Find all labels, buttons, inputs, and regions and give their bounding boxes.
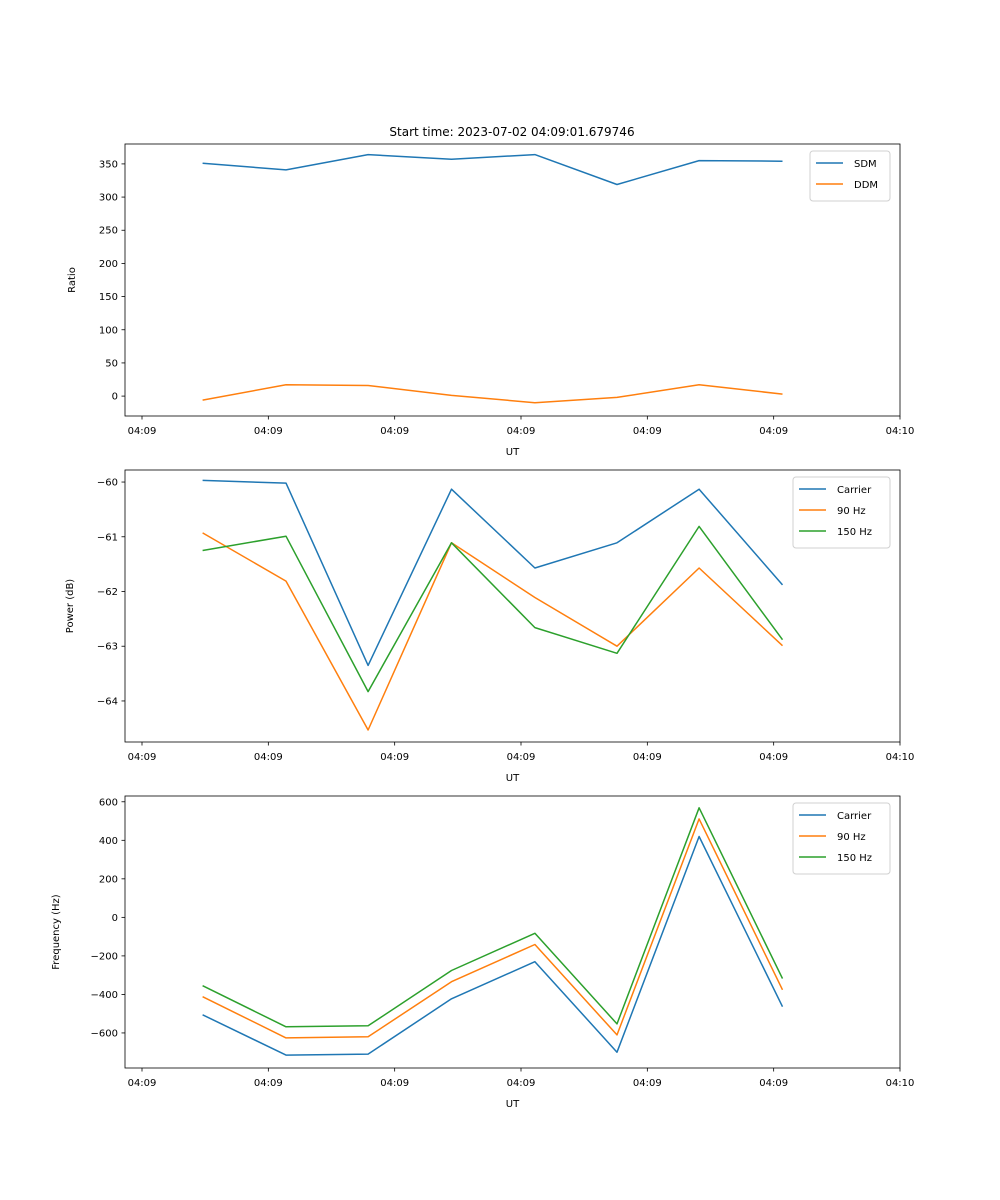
x-tick-label: 04:09: [759, 426, 788, 437]
x-axis-label: UT: [506, 773, 520, 784]
y-tick-label: 400: [99, 836, 118, 847]
x-tick-label: 04:10: [886, 426, 915, 437]
axes-frame: [124, 143, 901, 417]
x-tick-label: 04:10: [886, 1078, 915, 1089]
y-tick-label: 150: [99, 292, 118, 303]
axes-frame: [124, 469, 901, 743]
x-axis-label: UT: [506, 1099, 520, 1110]
x-tick-label: 04:09: [380, 426, 409, 437]
y-tick-label: 200: [99, 874, 118, 885]
y-tick-label: −64: [97, 696, 118, 707]
x-tick-label: 04:09: [254, 426, 283, 437]
series-line-carrier: [202, 479, 784, 667]
legend-label: SDM: [854, 159, 877, 170]
series-line-sdm: [202, 153, 783, 186]
legend: Carrier 90 Hz 150 Hz: [792, 802, 891, 875]
x-tick-label: 04:09: [759, 752, 788, 763]
frequency-plot: 04:09 04:09 04:09 04:09 04:09 04:09 04:10 −600 −…: [51, 795, 915, 1110]
x-tick-label: 04:09: [507, 426, 536, 437]
y-tick-label: −600: [91, 1028, 118, 1039]
y-tick-label: 300: [99, 193, 118, 204]
legend: SDM DDM: [809, 150, 891, 202]
y-axis-label: Ratio: [67, 267, 78, 293]
legend-box: [809, 150, 891, 202]
x-axis-label: UT: [506, 447, 520, 458]
x-tick-label: 04:09: [128, 1078, 157, 1089]
legend-label: Carrier: [837, 811, 872, 822]
y-tick-label: −400: [91, 990, 118, 1001]
x-tick-label: 04:09: [380, 1078, 409, 1089]
series-line-90-hz: [202, 818, 784, 1039]
legend-label: DDM: [854, 180, 878, 191]
legend: Carrier 90 Hz 150 Hz: [792, 476, 891, 549]
y-tick-label: 100: [99, 325, 118, 336]
legend-label: Carrier: [837, 485, 872, 496]
x-tick-label: 04:09: [633, 752, 662, 763]
legend-label: 150 Hz: [837, 853, 872, 864]
y-tick-label: −200: [91, 951, 118, 962]
y-tick-label: −63: [97, 642, 118, 653]
power-plot: 04:09 04:09 04:09 04:09 04:09 04:09 04:10 −64 −6…: [65, 469, 915, 784]
x-tick-label: 04:09: [128, 426, 157, 437]
y-tick-label: 250: [99, 226, 118, 237]
x-tick-label: 04:09: [507, 752, 536, 763]
figure-title: Start time: 2023-07-02 04:09:01.679746: [389, 125, 634, 139]
x-tick-label: 04:09: [633, 426, 662, 437]
y-tick-label: 200: [99, 259, 118, 270]
x-tick-label: 04:09: [759, 1078, 788, 1089]
legend-label: 90 Hz: [837, 832, 866, 843]
y-axis-label: Power (dB): [65, 579, 76, 634]
series-line-150-hz: [202, 807, 784, 1028]
y-tick-label: 0: [112, 392, 118, 403]
x-tick-label: 04:09: [380, 752, 409, 763]
series-line-carrier: [202, 835, 784, 1056]
x-tick-label: 04:09: [254, 1078, 283, 1089]
y-tick-label: −61: [97, 532, 118, 543]
series-line-150-hz: [202, 525, 784, 693]
axes-frame: [124, 795, 901, 1069]
x-tick-label: 04:09: [633, 1078, 662, 1089]
x-tick-label: 04:09: [507, 1078, 536, 1089]
x-tick-label: 04:09: [128, 752, 157, 763]
y-tick-label: 0: [112, 913, 118, 924]
legend-label: 90 Hz: [837, 506, 866, 517]
y-tick-label: −60: [97, 478, 118, 489]
y-tick-label: 50: [105, 358, 118, 369]
y-tick-label: 350: [99, 159, 118, 170]
series-line-90-hz: [202, 532, 784, 731]
ratio-plot: 04:09 04:09 04:09 04:09 04:09 04:09 04:10 0 50 10…: [67, 143, 915, 458]
x-tick-label: 04:10: [886, 752, 915, 763]
y-tick-label: −62: [97, 587, 118, 598]
legend-label: 150 Hz: [837, 527, 872, 538]
y-tick-label: 600: [99, 797, 118, 808]
x-tick-label: 04:09: [254, 752, 283, 763]
series-line-ddm: [202, 384, 783, 404]
y-axis-label: Frequency (Hz): [51, 894, 62, 970]
